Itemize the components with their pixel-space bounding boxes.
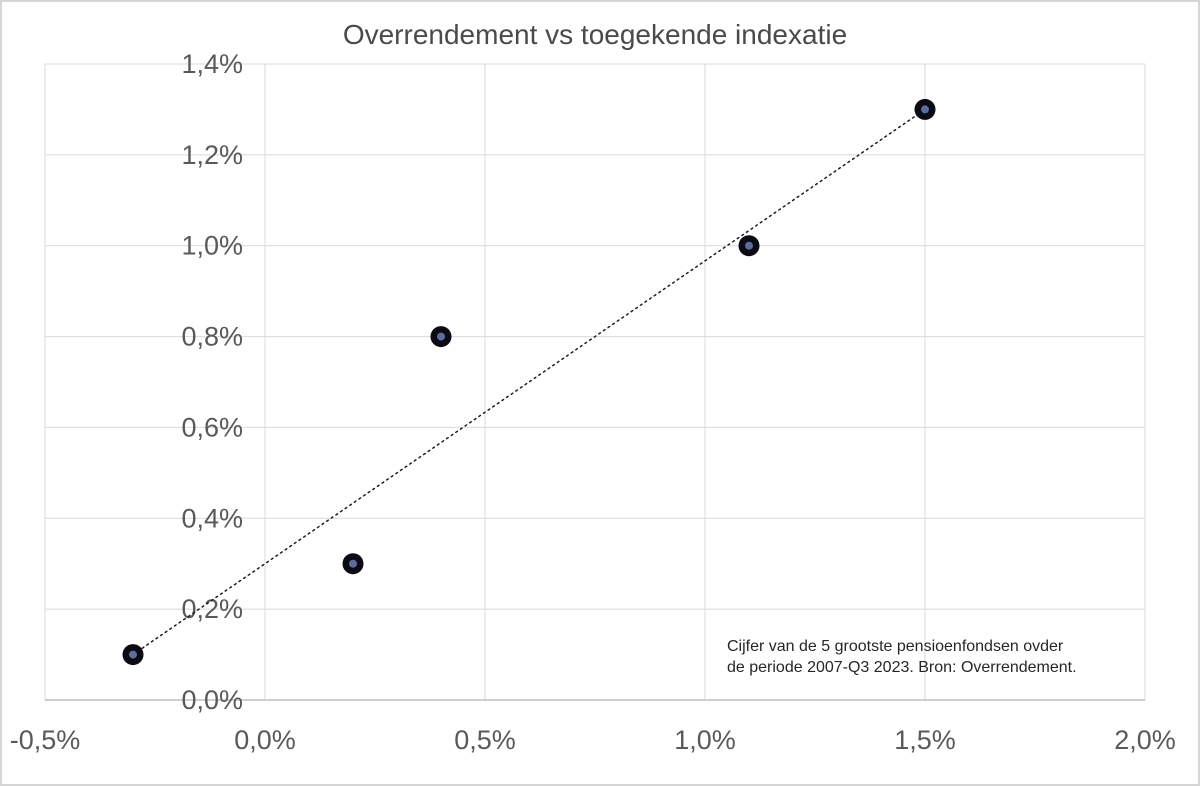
x-axis-tick-label: -0,5% bbox=[10, 725, 81, 755]
x-axis-tick-label: 1,0% bbox=[674, 725, 736, 755]
y-axis-tick-label: 0,4% bbox=[181, 503, 243, 533]
annotation-line-1: Cijfer van de 5 grootste pensioenfondsen… bbox=[727, 638, 1064, 655]
x-axis-tick-label: 0,0% bbox=[234, 725, 296, 755]
y-axis-tick-label: 1,4% bbox=[181, 49, 243, 79]
y-axis-tick-label: 1,2% bbox=[181, 140, 243, 170]
y-axis-tick-label: 1,0% bbox=[181, 231, 243, 261]
data-point-core bbox=[349, 559, 357, 568]
x-axis-tick-label: 2,0% bbox=[1114, 725, 1176, 755]
y-axis-tick-label: 0,0% bbox=[181, 685, 243, 715]
chart-title: Overrendement vs toegekende indexatie bbox=[342, 19, 848, 50]
data-point-core bbox=[745, 241, 753, 250]
trendline bbox=[132, 108, 926, 656]
y-axis-tick-label: 0,8% bbox=[181, 322, 243, 352]
data-point-core bbox=[437, 332, 445, 341]
x-axis-tick-label: 0,5% bbox=[454, 725, 516, 755]
source-annotation: Cijfer van de 5 grootste pensioenfondsen… bbox=[727, 636, 1077, 678]
x-axis-tick-label: 1,5% bbox=[894, 725, 956, 755]
y-axis-tick-label: 0,6% bbox=[181, 412, 243, 442]
data-point-core bbox=[921, 105, 929, 114]
data-point-core bbox=[129, 650, 137, 659]
annotation-line-2: de periode 2007-Q3 2023. Bron: Overrende… bbox=[727, 659, 1077, 676]
y-axis-tick-label: 0,2% bbox=[181, 594, 243, 624]
